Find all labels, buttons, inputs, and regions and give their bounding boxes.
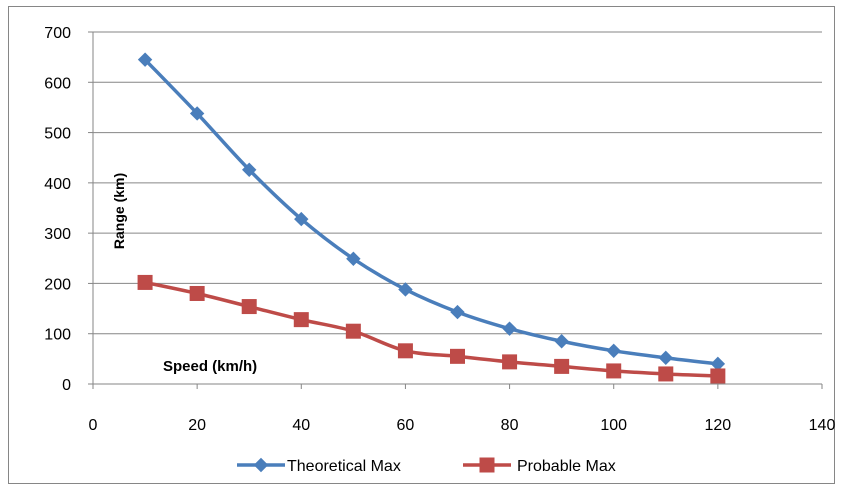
x-tick-label: 140 (809, 417, 836, 434)
data-point (606, 343, 621, 359)
legend: Theoretical Max Probable Max (237, 457, 616, 475)
x-tick-labels: 0 20 40 60 80 100 120 140 (89, 417, 836, 434)
y-tick-labels: 0 100 200 300 400 500 600 700 (44, 25, 71, 394)
legend-swatch-marker (253, 457, 269, 473)
legend-label: Probable Max (517, 458, 616, 475)
series-probable-max (137, 274, 726, 384)
data-point (189, 106, 205, 121)
y-tick-label: 600 (44, 75, 71, 92)
data-point (658, 366, 674, 382)
legend-item: Probable Max (463, 457, 616, 475)
data-point (710, 356, 726, 372)
x-tick-label: 80 (501, 417, 519, 434)
data-point (137, 52, 153, 67)
data-point (242, 162, 257, 177)
y-tick-label: 500 (44, 126, 71, 143)
legend-label: Theoretical Max (287, 458, 401, 475)
x-tick-label: 40 (292, 417, 310, 434)
data-point (294, 211, 309, 227)
data-point (293, 312, 309, 328)
y-tick-label: 300 (44, 226, 71, 243)
legend-swatch-marker (479, 457, 495, 473)
data-point (710, 368, 726, 384)
data-point (606, 363, 622, 379)
data-point (345, 323, 361, 339)
y-tick-label: 200 (44, 276, 71, 293)
data-point (450, 304, 465, 320)
x-axis-label: Speed (km/h) (163, 358, 257, 375)
legend-item: Theoretical Max (237, 457, 401, 475)
data-point (450, 348, 465, 364)
data-point (189, 285, 205, 301)
series-theoretical-max (137, 52, 726, 372)
series-line (143, 58, 719, 366)
x-tick-label: 0 (89, 417, 98, 434)
data-point (397, 343, 413, 359)
x-tick-label: 120 (705, 417, 732, 434)
x-tick-label: 60 (397, 417, 415, 434)
data-point (346, 251, 361, 266)
data-point (137, 274, 153, 290)
data-point (398, 282, 413, 297)
axes (88, 31, 823, 389)
y-tick-label: 100 (44, 327, 71, 344)
x-tick-label: 100 (600, 417, 627, 434)
y-tick-label: 400 (44, 176, 71, 193)
y-axis-label: Range (km) (111, 173, 127, 249)
series-group (137, 52, 726, 384)
data-point (502, 354, 518, 370)
data-point (502, 321, 517, 336)
data-point (554, 334, 569, 349)
y-tick-label: 700 (44, 25, 71, 42)
data-point (554, 358, 570, 374)
y-tick-label: 0 (62, 377, 71, 394)
x-tick-label: 20 (188, 417, 206, 434)
data-point (658, 350, 673, 366)
data-point (241, 299, 257, 315)
chart-frame (8, 6, 835, 484)
